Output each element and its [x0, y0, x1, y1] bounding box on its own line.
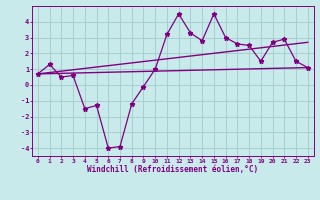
X-axis label: Windchill (Refroidissement éolien,°C): Windchill (Refroidissement éolien,°C) — [87, 165, 258, 174]
